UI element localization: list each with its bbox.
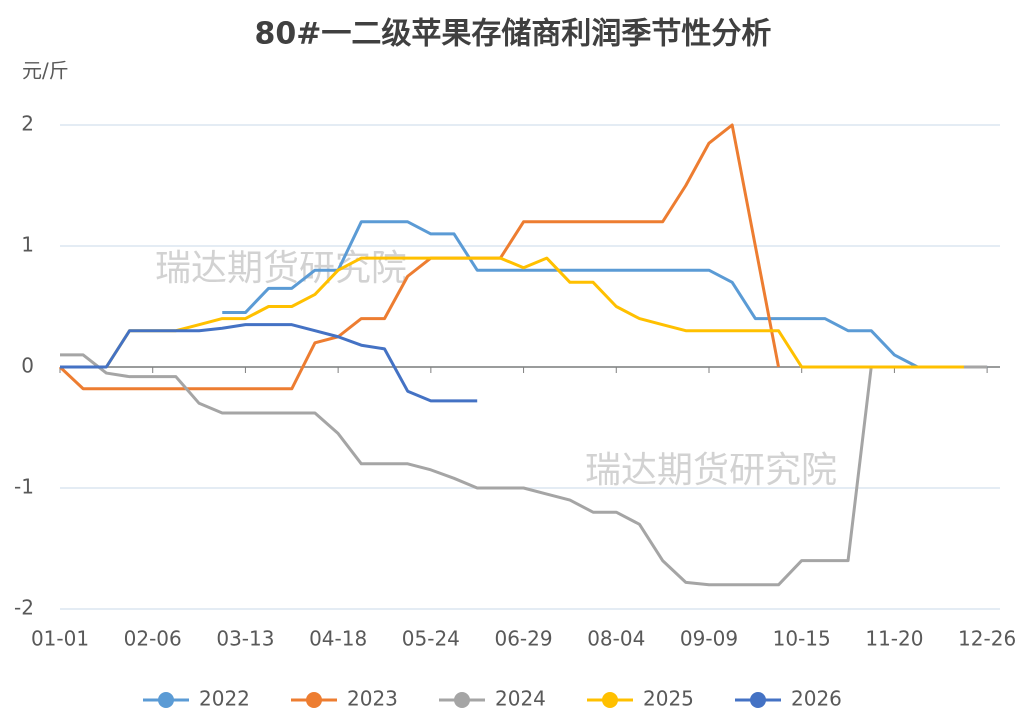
y-tick-label: 1	[21, 233, 34, 257]
x-tick-label: 01-01	[31, 627, 89, 651]
legend-marker	[306, 692, 322, 708]
x-tick-label: 12-26	[958, 627, 1016, 651]
y-tick-label: -1	[14, 475, 34, 499]
chart-title: 80#一二级苹果存储商利润季节性分析	[255, 17, 772, 52]
x-tick-label: 03-13	[216, 627, 274, 651]
y-tick-label: 2	[21, 112, 34, 136]
legend-marker	[750, 692, 766, 708]
legend-label: 2023	[347, 687, 398, 711]
watermark: 瑞达期货研究院	[155, 248, 407, 289]
x-tick-label: 11-20	[865, 627, 923, 651]
y-tick-label: 0	[21, 354, 34, 378]
y-tick-label: -2	[14, 596, 34, 620]
series-line	[58, 123, 780, 391]
watermark: 瑞达期货研究院	[585, 450, 837, 491]
legend-label: 2022	[199, 687, 250, 711]
x-tick-label: 05-24	[402, 627, 460, 651]
x-tick-label: 06-29	[494, 627, 552, 651]
series-line	[222, 220, 988, 369]
legend-marker	[158, 692, 174, 708]
x-tick-label: 08-04	[587, 627, 645, 651]
legend-label: 2024	[495, 687, 546, 711]
legend-label: 2025	[643, 687, 694, 711]
legend-marker	[454, 692, 470, 708]
x-tick-label: 10-15	[773, 627, 831, 651]
x-tick-label: 04-18	[309, 627, 367, 651]
x-tick-label: 09-09	[680, 627, 738, 651]
legend-marker	[602, 692, 618, 708]
x-tick-label: 02-06	[124, 627, 182, 651]
y-axis-label: 元/斤	[22, 59, 69, 83]
series-line	[60, 353, 988, 587]
series-line	[105, 256, 964, 369]
series-line	[60, 323, 478, 403]
legend-label: 2026	[791, 687, 842, 711]
